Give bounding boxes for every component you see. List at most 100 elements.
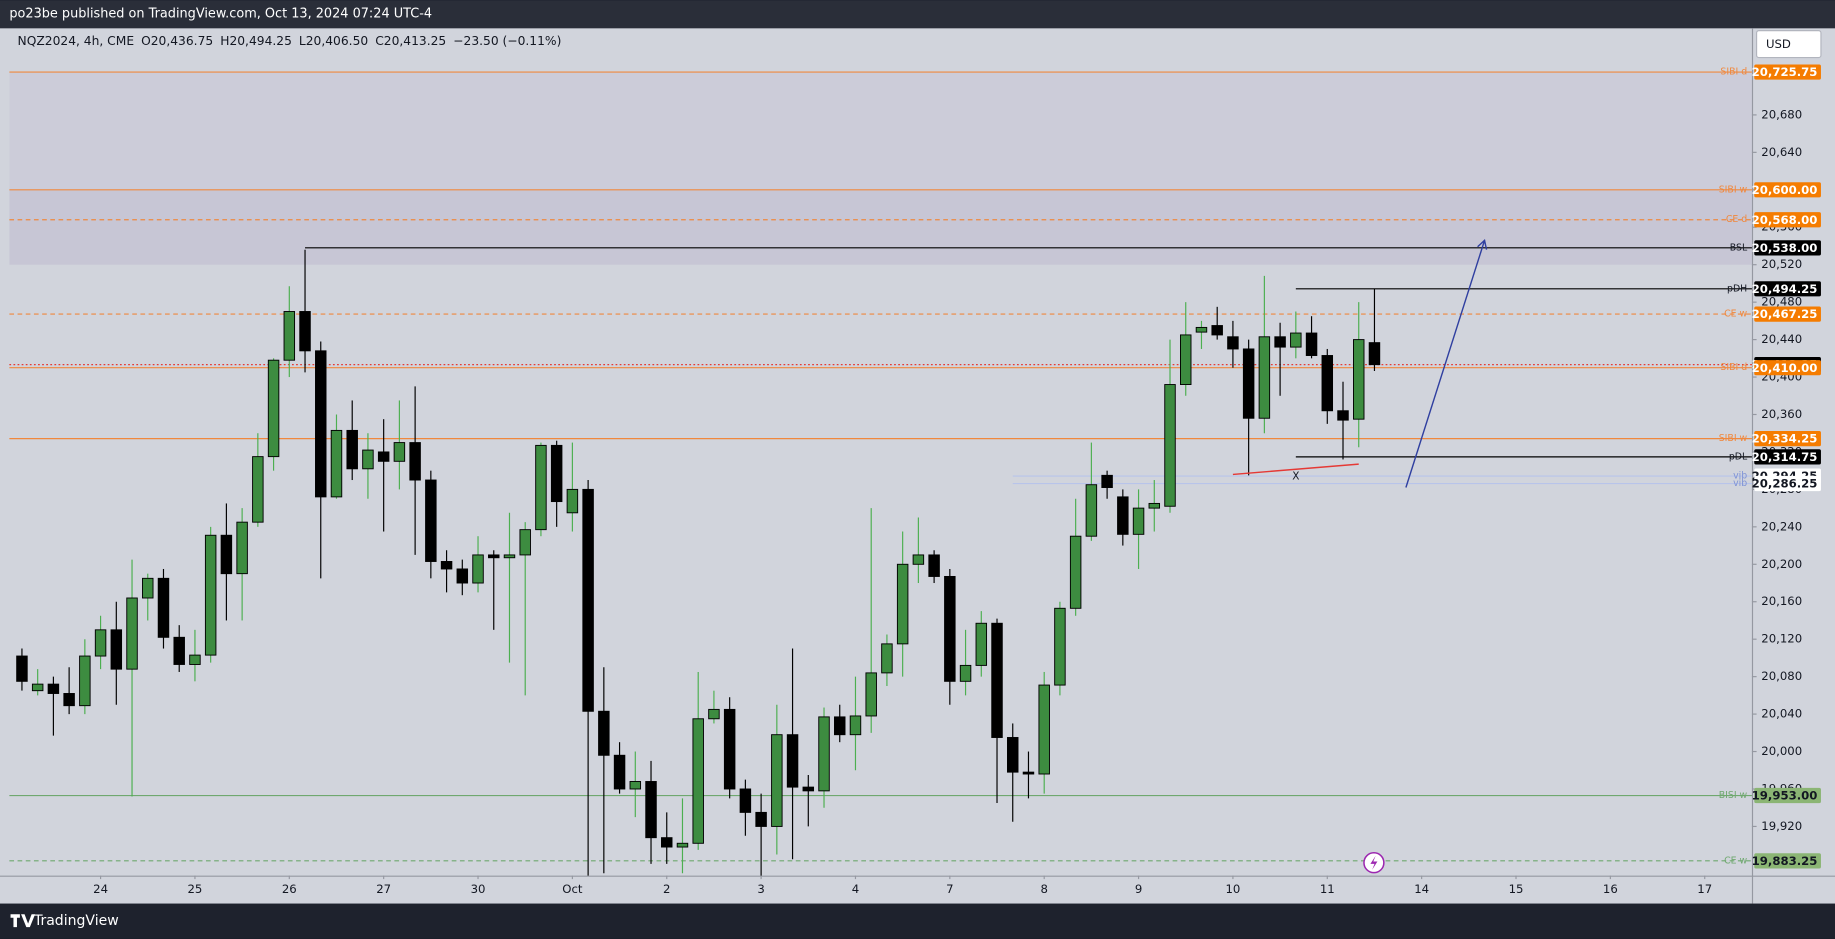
x-tick-label: 30 bbox=[471, 882, 486, 896]
candle-body bbox=[566, 488, 579, 514]
candle-body bbox=[676, 842, 689, 848]
alert-icon[interactable] bbox=[1363, 852, 1385, 874]
candle-body bbox=[613, 754, 626, 790]
price-tag bbox=[1754, 787, 1821, 804]
candle-body bbox=[299, 311, 311, 352]
candle-body bbox=[142, 577, 154, 599]
candle-body bbox=[1337, 410, 1349, 421]
candle-body bbox=[31, 683, 44, 692]
brand[interactable]: TradingView bbox=[33, 913, 119, 929]
candle-body bbox=[1180, 334, 1192, 386]
currency-box[interactable] bbox=[1756, 30, 1822, 59]
price-tag bbox=[1754, 240, 1821, 256]
price-tag bbox=[1754, 449, 1821, 465]
y-tick-label: 20,000 bbox=[1761, 744, 1802, 758]
y-tick-label: 19,920 bbox=[1761, 819, 1802, 833]
price-tag bbox=[1754, 212, 1821, 228]
currency[interactable]: USD bbox=[1766, 37, 1791, 51]
level-label: SIBI w bbox=[1719, 184, 1748, 195]
ohlc-key: L bbox=[299, 34, 306, 48]
level-label: pDL bbox=[1729, 451, 1748, 462]
brand-logo bbox=[10, 914, 36, 928]
ohlc-value: 20,413.25 bbox=[384, 34, 446, 48]
candle-body bbox=[204, 534, 217, 656]
price-tag-label: 20,538.00 bbox=[1752, 241, 1818, 255]
candle-body bbox=[63, 693, 75, 707]
candle-body bbox=[472, 554, 484, 584]
x-tick-label: 4 bbox=[852, 882, 859, 896]
candle-body bbox=[928, 554, 940, 577]
candle-body bbox=[629, 781, 642, 790]
y-tick-label: 20,200 bbox=[1761, 557, 1802, 571]
x-tick-label: 24 bbox=[93, 882, 108, 896]
axes: 19,92019,96020,00020,04020,08020,12020,1… bbox=[93, 107, 1802, 896]
price-tags: 20,725.75 20,600.00 20,568.00 20,538.00 20,4… bbox=[1752, 64, 1821, 869]
y-tick-label: 20,040 bbox=[1761, 707, 1802, 721]
candle-body bbox=[110, 629, 123, 670]
symbol: NQZ2024, 4h, CME bbox=[18, 34, 135, 48]
candle-body bbox=[189, 654, 201, 665]
candle-body bbox=[1290, 332, 1302, 348]
candle-body bbox=[1353, 339, 1365, 420]
candle-body bbox=[1258, 336, 1271, 419]
candle-body bbox=[535, 444, 547, 531]
candle-body bbox=[47, 683, 60, 694]
y-tick-label: 20,680 bbox=[1761, 107, 1802, 121]
level-label: SIBI d bbox=[1720, 67, 1747, 78]
x-tick-label: 26 bbox=[282, 882, 297, 896]
price-tag-label: 20,410.00 bbox=[1752, 361, 1818, 375]
candle-body bbox=[1054, 607, 1066, 686]
candle-body bbox=[598, 710, 610, 756]
candle-body bbox=[377, 451, 390, 462]
arrow bbox=[1405, 239, 1488, 488]
top-bar bbox=[0, 0, 1835, 29]
y-tick-label: 20,440 bbox=[1761, 332, 1802, 346]
candle-body bbox=[173, 636, 185, 665]
candle-body bbox=[519, 529, 531, 556]
level-label: CE w bbox=[1724, 855, 1747, 866]
price-tag-label: 20,286.25 bbox=[1752, 477, 1818, 491]
candle-body bbox=[661, 837, 673, 848]
candle-body bbox=[944, 575, 956, 682]
candle-body bbox=[1101, 474, 1113, 488]
candle-body bbox=[503, 554, 516, 559]
candle-body bbox=[1022, 771, 1035, 775]
y-tick-label: 20,160 bbox=[1761, 594, 1802, 608]
candles bbox=[16, 249, 1381, 876]
level-label: CE d bbox=[1726, 214, 1747, 225]
price-tag bbox=[1754, 475, 1821, 492]
candle-body bbox=[252, 456, 264, 523]
level-label: BISI w bbox=[1719, 790, 1748, 801]
price-tag-label: 20,314.75 bbox=[1752, 450, 1818, 464]
candle-body bbox=[236, 521, 248, 575]
x-tick-label: 10 bbox=[1225, 882, 1240, 896]
zone bbox=[9, 72, 1752, 190]
candle-body bbox=[1132, 507, 1145, 535]
candle-body bbox=[1321, 355, 1334, 412]
ohlc-key: H bbox=[220, 34, 229, 48]
change: −23.50 (−0.11%) bbox=[453, 34, 561, 48]
x-tick-label: 27 bbox=[376, 882, 391, 896]
level-label: BSL bbox=[1730, 242, 1748, 253]
x-tick-label: 17 bbox=[1697, 882, 1712, 896]
candle-body bbox=[1148, 502, 1161, 509]
price-tag-label: 19,953.00 bbox=[1752, 789, 1818, 803]
ohlc-key: C bbox=[375, 34, 384, 48]
zones bbox=[9, 72, 1752, 265]
price-tag-label: 20,467.25 bbox=[1752, 307, 1818, 321]
annotation-label: X bbox=[1292, 470, 1299, 482]
x-tick-label: 2 bbox=[663, 882, 670, 896]
legend: NQZ2024, 4h, CME O20,436.75 H20,494.25 L20,… bbox=[18, 34, 562, 48]
candle-body bbox=[456, 568, 469, 584]
price-tag bbox=[1754, 430, 1821, 447]
candle-body bbox=[1274, 336, 1286, 348]
candle-body bbox=[1242, 348, 1255, 419]
candle-body bbox=[315, 350, 327, 498]
candle-body bbox=[818, 716, 830, 792]
candle-body bbox=[1085, 484, 1098, 537]
candle-body bbox=[912, 554, 925, 565]
x-tick-label: 3 bbox=[757, 882, 764, 896]
candle-body bbox=[157, 577, 170, 638]
annotations: X bbox=[1232, 239, 1488, 488]
